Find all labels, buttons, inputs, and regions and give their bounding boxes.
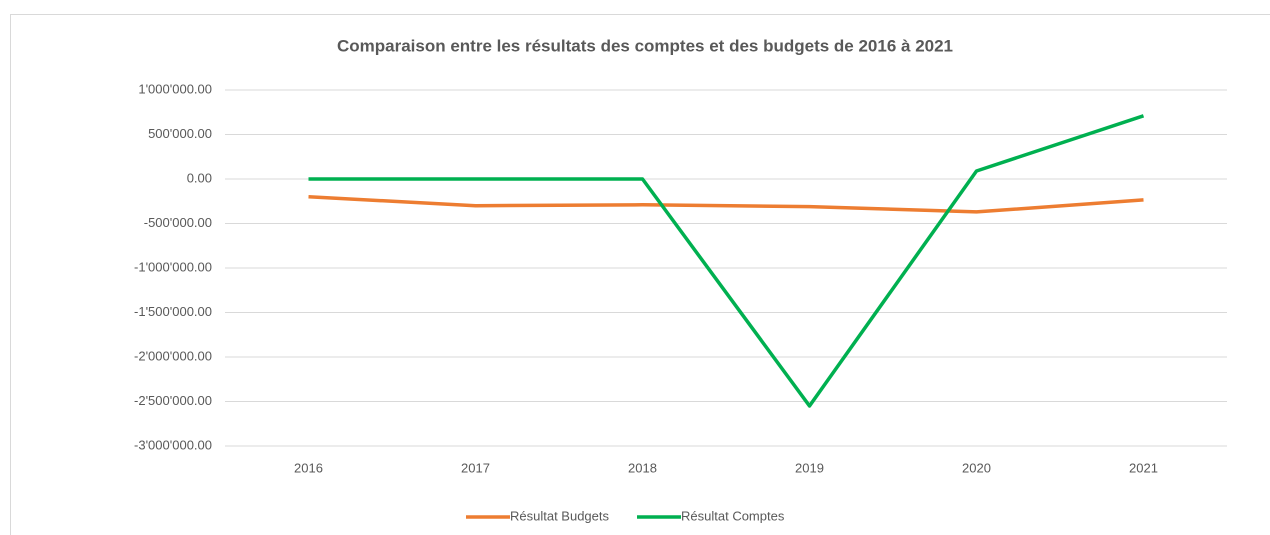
legend-label: Résultat Budgets: [510, 508, 610, 523]
y-tick-label: 500'000.00: [148, 126, 212, 141]
y-tick-label: 1'000'000.00: [138, 81, 212, 96]
y-tick-label: -3'000'000.00: [134, 437, 212, 452]
y-tick-label: 0.00: [187, 170, 212, 185]
x-tick-label: 2019: [795, 460, 824, 475]
line-series: [308, 195, 1144, 214]
y-tick-label: -1'500'000.00: [134, 304, 212, 319]
x-tick-label: 2020: [962, 460, 991, 475]
legend-label: Résultat Comptes: [681, 508, 785, 523]
x-tick-label: 2021: [1129, 460, 1158, 475]
y-tick-label: -500'000.00: [144, 215, 212, 230]
y-tick-label: -1'000'000.00: [134, 259, 212, 274]
x-tick-label: 2016: [294, 460, 323, 475]
x-tick-label: 2017: [461, 460, 490, 475]
y-tick-label: -2'000'000.00: [134, 348, 212, 363]
chart-title: Comparaison entre les résultats des comp…: [337, 36, 953, 55]
x-tick-label: 2018: [628, 460, 657, 475]
line-series: [308, 114, 1145, 408]
chart-border: [10, 14, 1270, 535]
y-tick-label: -2'500'000.00: [134, 393, 212, 408]
